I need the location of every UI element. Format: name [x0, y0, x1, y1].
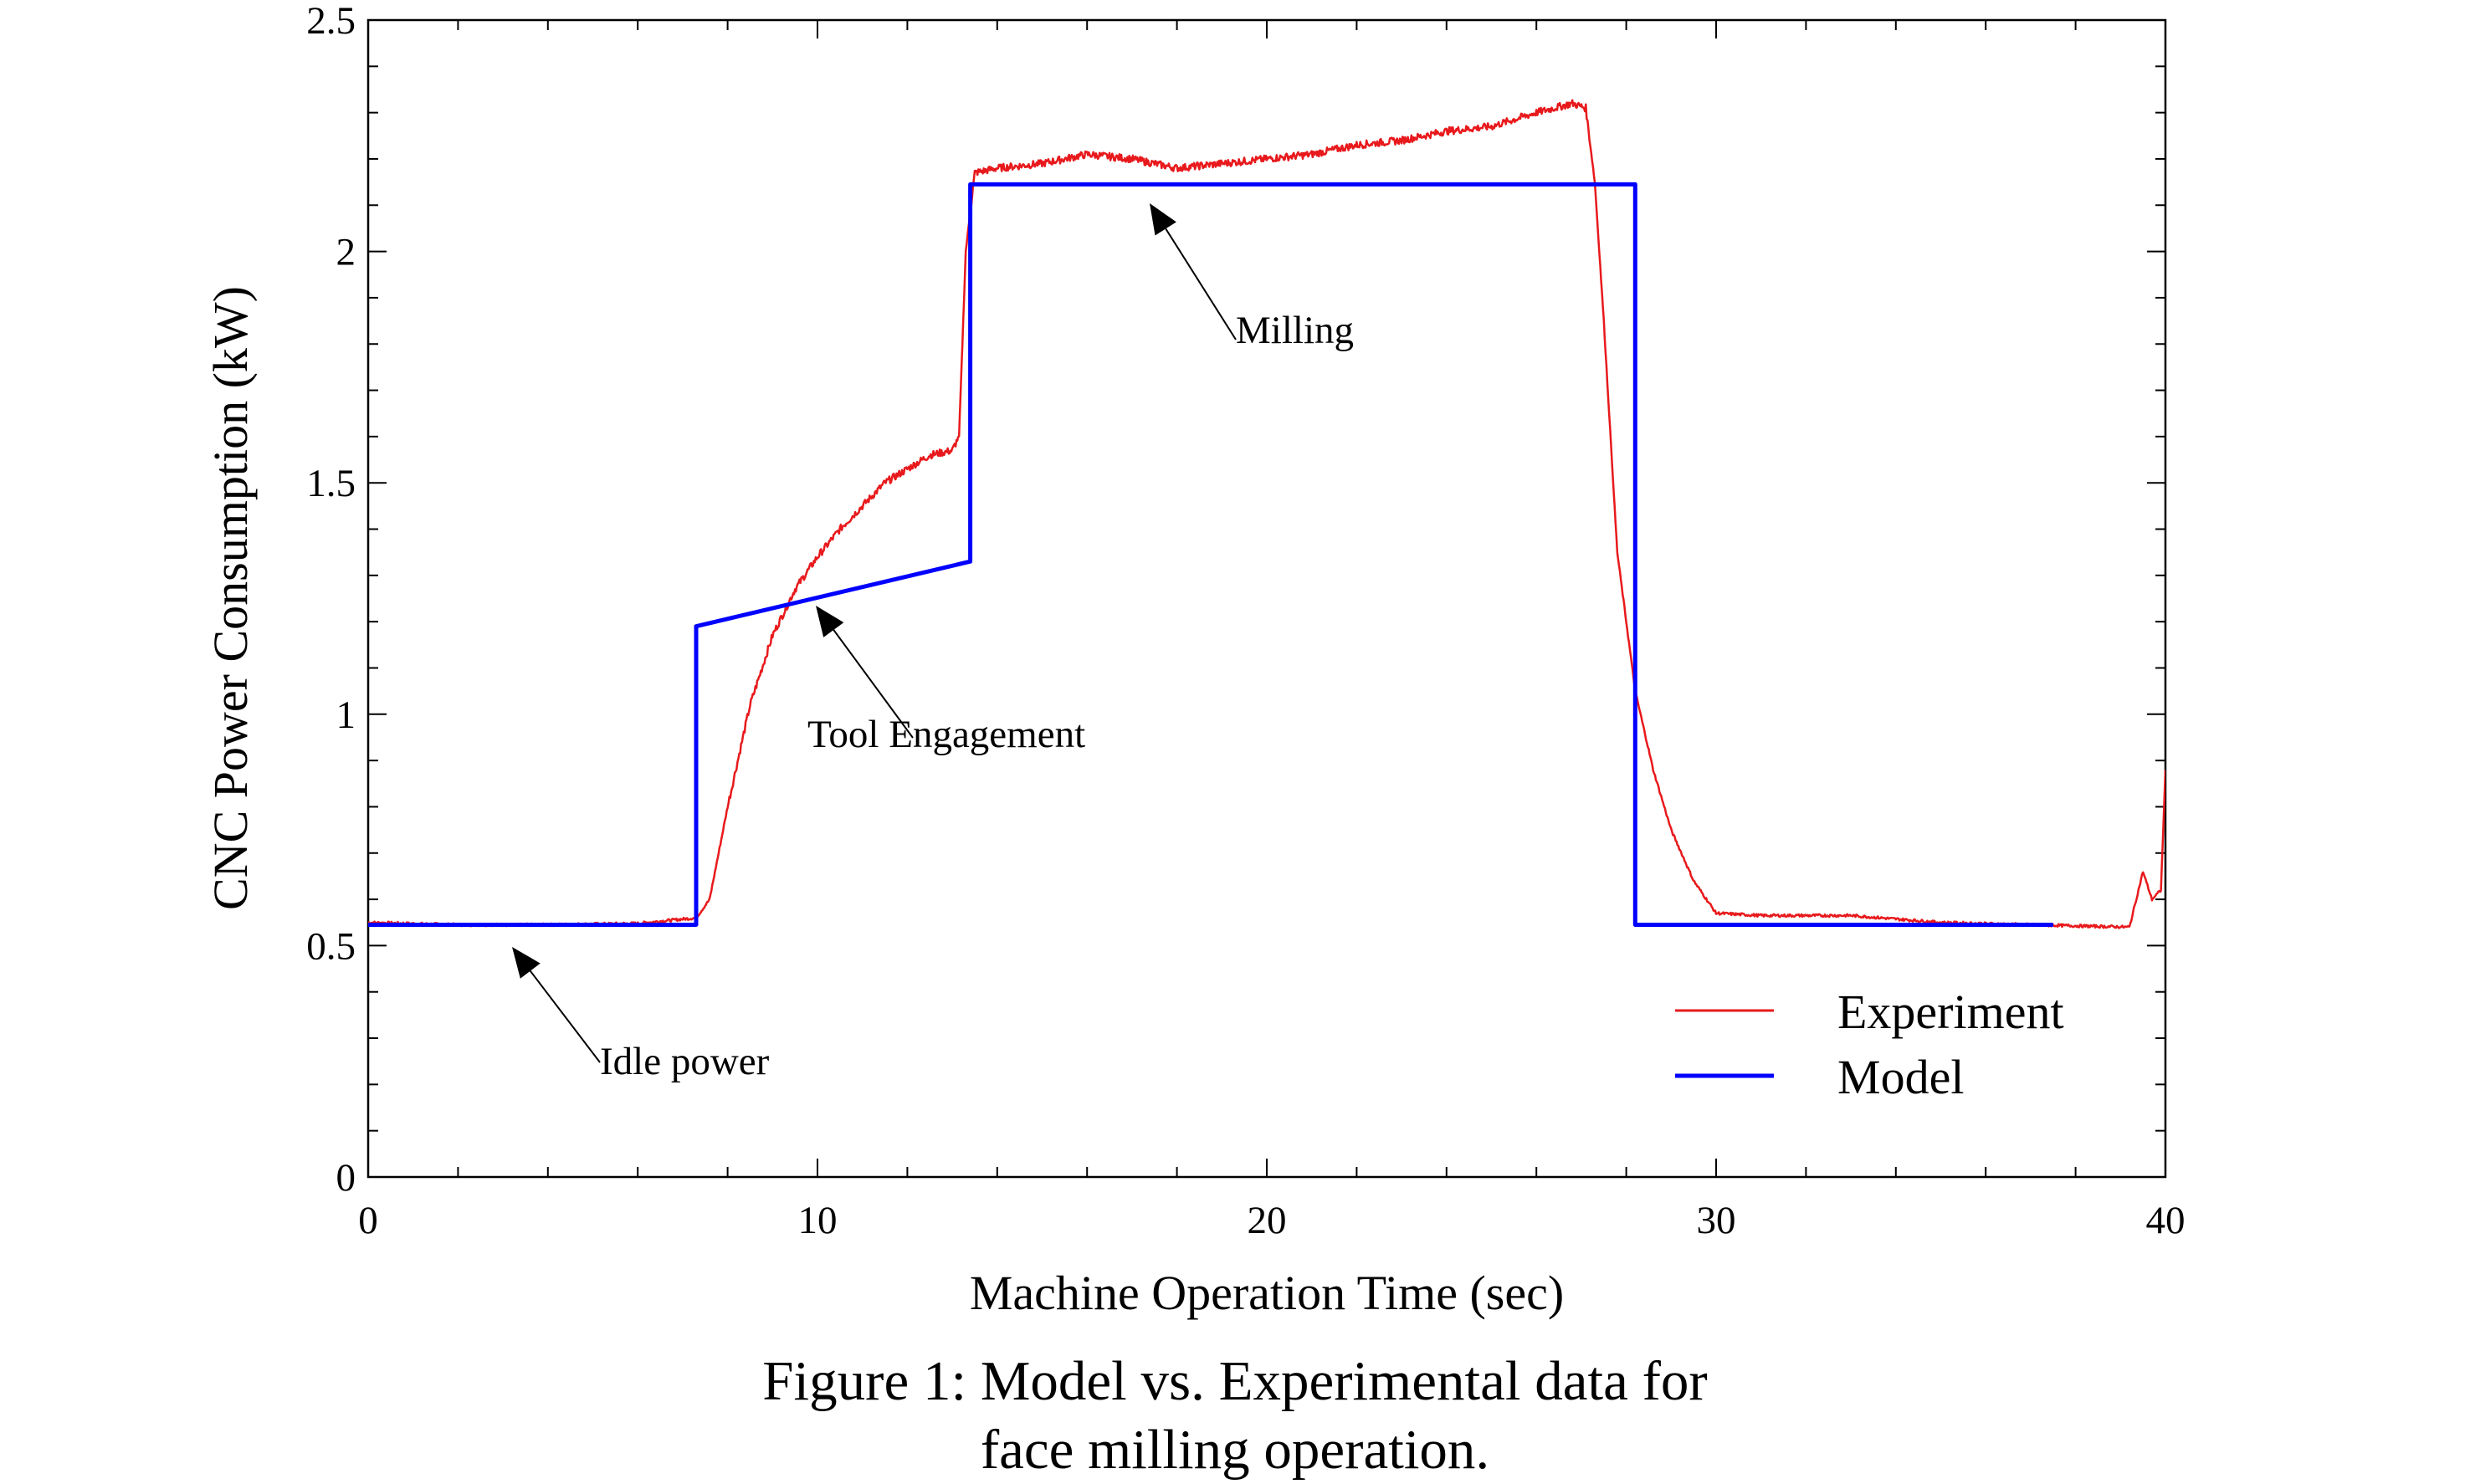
milling-label: Milling: [1236, 309, 1354, 352]
y-tick-label: 0.5: [306, 924, 356, 968]
caption-line-2: face milling operation.: [980, 1419, 1490, 1481]
tool-engagement-arrow-head: [816, 606, 844, 637]
figure-caption: Figure 1: Model vs. Experimental data fo…: [0, 1347, 2470, 1484]
x-tick-label: 30: [1697, 1199, 1736, 1242]
legend-label-model: Model: [1837, 1050, 1964, 1104]
y-tick-label: 1: [336, 693, 356, 737]
y-tick-label: 2: [336, 231, 356, 274]
idle-power-label: Idle power: [600, 1040, 770, 1083]
legend-label-experiment: Experiment: [1837, 985, 2064, 1039]
model-series-line: [368, 182, 2053, 927]
x-tick-label: 10: [798, 1199, 838, 1242]
experiment-series-line: [368, 99, 2165, 929]
tick-labels: 0 10 20 30 40 0 0.5 1 1.5 2 2.5: [306, 0, 2185, 1242]
tool-engagement-label: Tool Engagement: [807, 713, 1085, 756]
series-layer: [368, 99, 2165, 929]
idle-power-arrow-line: [530, 970, 601, 1063]
idle-power-arrow-head: [512, 947, 541, 979]
legend: Experiment Model: [1675, 985, 2064, 1104]
caption-line-1: Figure 1: Model vs. Experimental data fo…: [762, 1350, 1708, 1412]
milling-annotation: Milling: [1150, 203, 1354, 352]
y-axis-title: CNC Power Consumption (kW): [203, 286, 258, 910]
x-tick-label: 20: [1248, 1199, 1287, 1242]
milling-arrow-head: [1150, 203, 1176, 236]
x-axis-title: Machine Operation Time (sec): [970, 1266, 1564, 1320]
annotations: Idle power Tool Engagement Milling: [512, 203, 1354, 1083]
y-tick-label: 1.5: [306, 462, 356, 505]
milling-arrow-line: [1165, 228, 1237, 340]
idle-power-annotation: Idle power: [512, 947, 770, 1083]
x-tick-label: 0: [358, 1199, 378, 1242]
x-tick-label: 40: [2146, 1199, 2186, 1242]
y-tick-label: 2.5: [306, 0, 356, 43]
tool-engagement-annotation: Tool Engagement: [807, 606, 1085, 756]
tool-engagement-arrow-line: [833, 629, 914, 739]
axis-ticks: [367, 19, 2166, 1178]
y-tick-label: 0: [336, 1156, 356, 1200]
